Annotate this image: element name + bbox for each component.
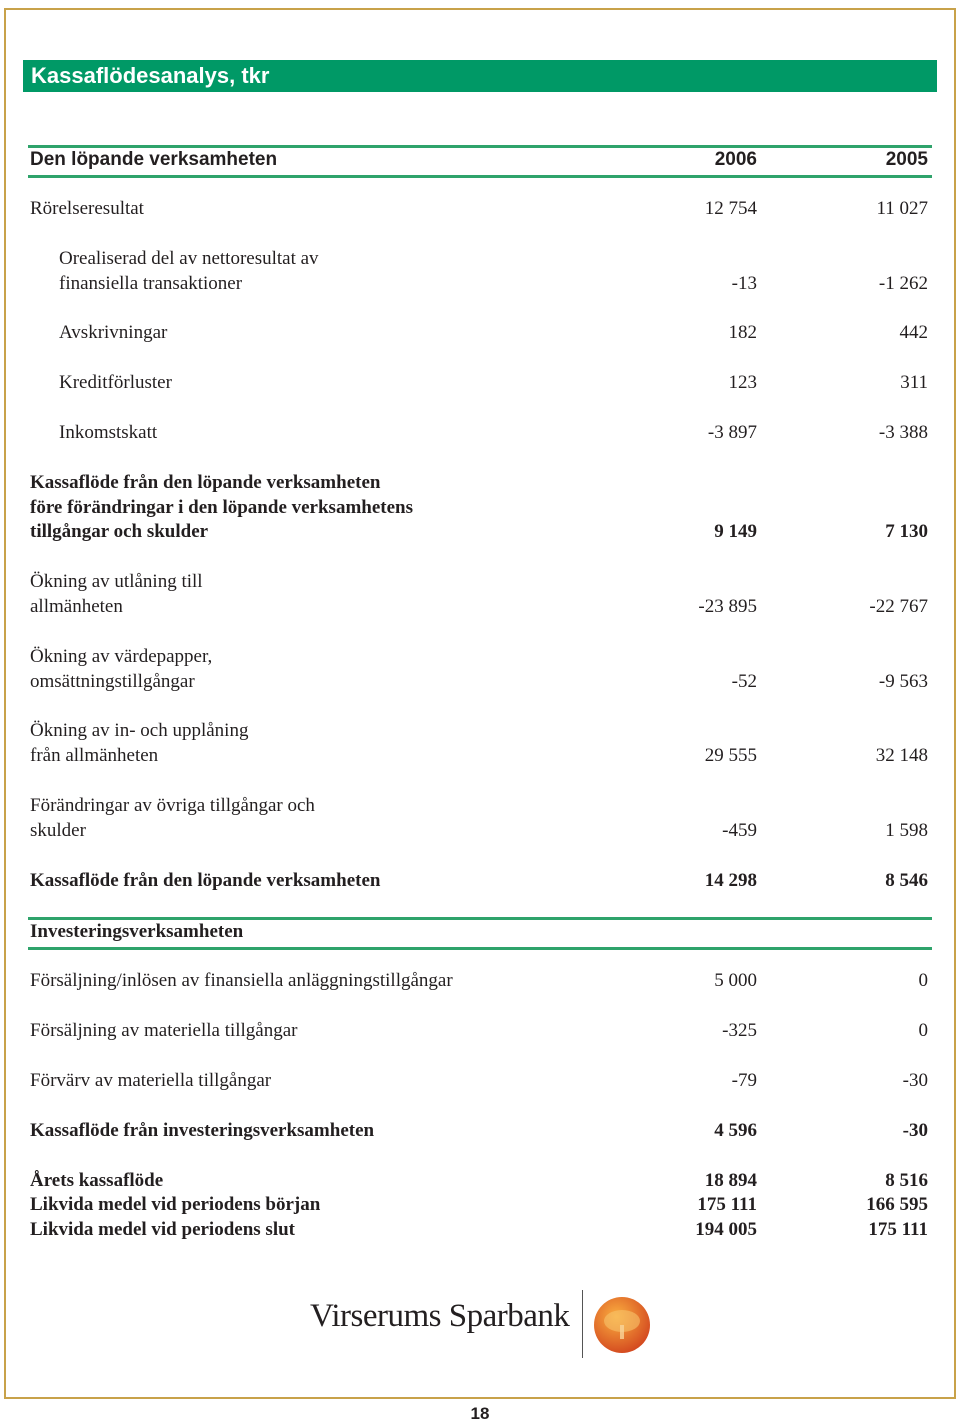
cell-value: 8 516 (885, 1169, 928, 1191)
cell-value: -30 (902, 1070, 928, 1091)
cell-value: 194 005 (695, 1219, 757, 1241)
row-label: omsättningstillgångar (30, 670, 195, 692)
row-label: Kassaflöde från investeringsverksamheten (30, 1119, 375, 1141)
brand: Virserums Sparbank (310, 1298, 570, 1334)
row-label: Avskrivningar (59, 322, 168, 344)
column-heading: 2006 (714, 149, 757, 170)
section-heading: Den löpande verksamheten (30, 149, 278, 170)
logo (594, 1297, 650, 1353)
cell-value: -1 262 (878, 272, 928, 294)
cell-value: 442 (899, 322, 929, 344)
cell-value: 123 (728, 372, 758, 394)
row-label: tillgångar och skulder (30, 521, 209, 543)
row-label: Kassaflöde från den löpande verksamheten (30, 471, 381, 493)
row-label: Försäljning av materiella tillgångar (30, 1020, 298, 1042)
cell-value: 7 130 (885, 521, 928, 543)
cell-value: 9 149 (714, 521, 757, 543)
row-label: från allmänheten (30, 745, 159, 767)
row-label: Inkomstskatt (59, 422, 158, 443)
row-label: Likvida medel vid periodens början (30, 1194, 321, 1216)
cell-value: -3 388 (878, 422, 928, 443)
row-label: skulder (30, 819, 86, 841)
cell-value: 5 000 (714, 970, 757, 992)
page-border (4, 8, 956, 1399)
cell-value: 4 596 (714, 1119, 757, 1141)
row-label: Kassaflöde från den löpande verksamheten (30, 869, 381, 891)
cell-value: 14 298 (704, 869, 757, 891)
cell-value: 0 (918, 970, 929, 992)
cell-value: -30 (902, 1119, 928, 1141)
row-label: före förändringar i den löpande verksamh… (30, 496, 413, 518)
section-heading: Investeringsverksamheten (30, 921, 244, 943)
cell-value: 12 754 (704, 198, 757, 219)
cell-value: 8 546 (885, 869, 928, 891)
cell-value: 175 111 (868, 1219, 928, 1241)
cell-value: -9 563 (878, 670, 928, 692)
cell-value: -3 897 (707, 422, 757, 443)
cell-value: 311 (900, 372, 928, 394)
row-label: Förändringar av övriga tillgångar och (30, 795, 315, 816)
cell-value: 0 (918, 1020, 929, 1042)
cell-value: 175 111 (697, 1194, 757, 1216)
section-rule (28, 917, 932, 921)
cell-value: -79 (731, 1070, 757, 1091)
title-bar: Kassaflödesanalys, tkr (23, 60, 937, 92)
row-label: Försäljning/inlösen av finansiella anläg… (30, 970, 453, 992)
cell-value: -22 767 (869, 596, 928, 617)
cell-value: 182 (728, 322, 758, 344)
section-rule (28, 175, 932, 178)
cell-value: 18 894 (704, 1169, 757, 1191)
cell-value: -459 (722, 819, 757, 841)
row-label: finansiella transaktioner (59, 272, 243, 294)
row-label: allmänheten (30, 596, 123, 617)
cell-value: 32 148 (875, 745, 928, 767)
cell-value: 166 595 (866, 1194, 928, 1216)
row-label: Rörelseresultat (30, 198, 144, 219)
cell-value: 29 555 (704, 745, 757, 767)
cell-value: -13 (731, 272, 757, 294)
cell-value: 11 027 (876, 198, 928, 219)
divider (582, 1290, 583, 1358)
cell-value: -325 (722, 1020, 757, 1042)
row-label: Orealiserad del av nettoresultat av (59, 247, 319, 269)
page-number: 18 (470, 1404, 490, 1423)
cell-value: -23 895 (698, 596, 757, 617)
column-heading: 2005 (885, 149, 928, 170)
row-label: Förvärv av materiella tillgångar (30, 1070, 272, 1091)
row-label: Årets kassaflöde (30, 1169, 164, 1191)
section-rule (28, 947, 932, 951)
row-label: Ökning av värdepapper, (30, 645, 213, 667)
row-label: Likvida medel vid periodens slut (30, 1219, 295, 1241)
row-label: Ökning av in- och upplåning (30, 720, 249, 742)
section-rule (28, 145, 932, 148)
cell-value: 1 598 (885, 819, 928, 841)
row-label: Kreditförluster (59, 372, 172, 394)
cell-value: -52 (731, 670, 757, 692)
row-label: Ökning av utlåning till (30, 571, 203, 593)
